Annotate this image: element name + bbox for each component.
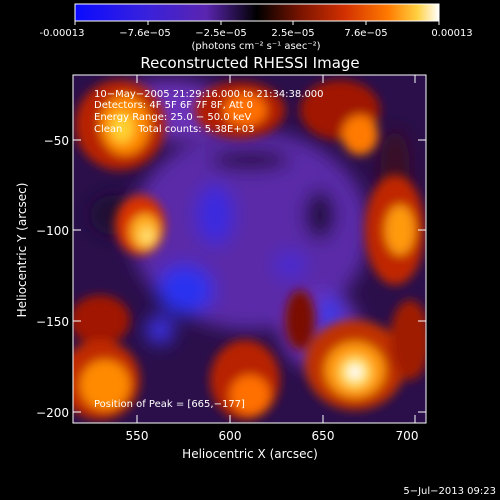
x-tick-label: 600 <box>219 429 242 443</box>
y-tick-label: −200 <box>36 406 69 420</box>
x-tick-label: 700 <box>396 429 419 443</box>
x-tick-label: 550 <box>126 429 149 443</box>
colorbar-tick-label: 2.5e−05 <box>271 28 314 39</box>
colorbar-tick-label: −2.5e−05 <box>195 28 247 39</box>
y-tick-label: −100 <box>36 224 69 238</box>
colorbar-tick-label: -0.00013 <box>40 28 85 39</box>
annotation-energy-range: Energy Range: 25.0 − 50.0 keV <box>94 112 251 123</box>
x-axis-ticks <box>136 75 416 423</box>
y-tick-label: −50 <box>44 134 69 148</box>
colorbar-units: (photons cm⁻² s⁻¹ asec⁻²) <box>191 41 320 52</box>
footer-timestamp: 5−Jul−2013 09:23 <box>403 486 496 497</box>
colorbar-tick-label: −7.6e−05 <box>119 28 171 39</box>
colorbar <box>74 3 440 22</box>
colorbar-tick-label: 0.00013 <box>431 28 472 39</box>
y-axis-ticks <box>73 139 426 413</box>
x-axis-label: Heliocentric X (arcsec) <box>182 447 318 461</box>
annotation-time-range: 10−May−2005 21:29:16.000 to 21:34:38.000 <box>94 89 324 100</box>
annotation-detectors: Detectors: 4F 5F 6F 7F 8F, Att 0 <box>94 100 253 111</box>
y-axis-label: Heliocentric Y (arcsec) <box>15 183 29 318</box>
colorbar-tick-label: 7.6e−05 <box>344 28 387 39</box>
annotation-clean-counts: Clean Total counts: 5.38E+03 <box>94 124 254 135</box>
x-tick-label: 650 <box>312 429 335 443</box>
peak-position-label: Position of Peak = [665,−177] <box>94 399 245 410</box>
rhessi-image <box>73 75 426 423</box>
y-tick-label: −150 <box>36 315 69 329</box>
plot-frame <box>72 74 427 424</box>
image-title: Reconstructed RHESSI Image <box>140 54 359 72</box>
colorbar-ticks <box>74 21 440 25</box>
